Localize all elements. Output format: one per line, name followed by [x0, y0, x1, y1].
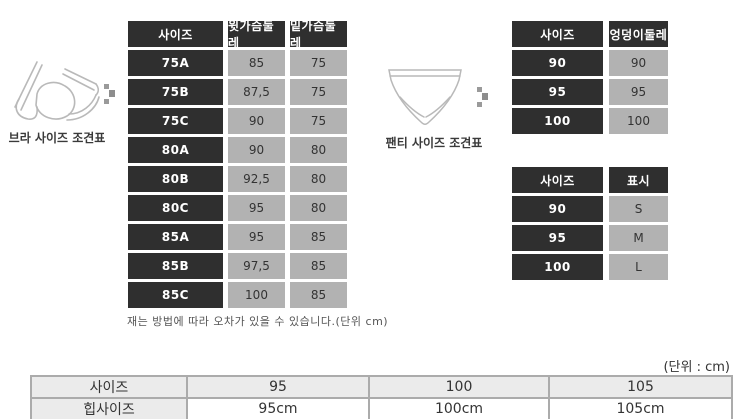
bra-size-table: 사이즈 윗가슴둘레 밑가슴둘레 75A 85 75 75B 87,5 75 75C 90 75 80A 9… [128, 19, 347, 308]
value-cell: 75 [290, 108, 347, 134]
value-cell: 80 [290, 195, 347, 221]
value-cell: 90 [228, 137, 285, 163]
value-cell: 90 [609, 50, 668, 76]
size-cell: 85A [128, 224, 223, 250]
size-cell: 75C [128, 108, 223, 134]
size-cell: 95 [512, 225, 603, 251]
value-cell: 87,5 [228, 79, 285, 105]
value-cell: 105 [548, 375, 733, 399]
size-cell: 90 [512, 50, 603, 76]
value-cell: 85 [290, 224, 347, 250]
bra-icon [14, 61, 100, 121]
size-cell: 80B [128, 166, 223, 192]
panty-icon [388, 69, 462, 125]
bra-illustration [8, 56, 104, 128]
value-cell: 95 [228, 224, 285, 250]
value-cell: 100 [228, 282, 285, 308]
size-cell: 80A [128, 137, 223, 163]
value-cell: 95 [609, 79, 668, 105]
size-cell: 75A [128, 50, 223, 76]
header-cell: 윗가슴둘레 [228, 19, 285, 50]
size-cell: 90 [512, 196, 603, 222]
header-cell: 사이즈 [512, 167, 603, 193]
value-cell: 95 [228, 195, 285, 221]
value-cell: 100 [609, 108, 668, 134]
value-cell: S [609, 196, 668, 222]
value-cell: 97,5 [228, 253, 285, 279]
value-cell: 80 [290, 137, 347, 163]
panty-label-table: 사이즈 표시 90 S 95 M 100 L [512, 167, 668, 280]
size-cell: 100 [512, 254, 603, 280]
size-cell: 75B [128, 79, 223, 105]
value-cell: 80 [290, 166, 347, 192]
hip-size-table-body: 사이즈 95 100 105 힙사이즈 95cm 100cm 105cm [30, 375, 733, 419]
value-cell: 85 [290, 253, 347, 279]
measure-note: 재는 방법에 따라 오차가 있을 수 있습니다.(단위 cm) [127, 315, 389, 328]
value-cell: 75 [290, 50, 347, 76]
unit-label: (단위 : cm) [663, 360, 730, 375]
bra-caption: 브라 사이즈 조견표 [8, 131, 106, 145]
table-row: 힙사이즈 95cm 100cm 105cm [30, 397, 733, 419]
header-cell: 사이즈 [512, 21, 603, 47]
table-row: 사이즈 95 100 105 [30, 375, 733, 399]
panty-hip-table: 사이즈 엉덩이둘레 90 90 95 95 100 100 [512, 21, 668, 134]
size-cell: 85B [128, 253, 223, 279]
value-cell: 85 [290, 282, 347, 308]
value-cell: 100cm [368, 397, 550, 419]
header-cell: 엉덩이둘레 [609, 21, 668, 47]
size-cell: 85C [128, 282, 223, 308]
size-cell: 100 [512, 108, 603, 134]
value-cell: 92,5 [228, 166, 285, 192]
value-cell: 85 [228, 50, 285, 76]
chevron-right-icon [477, 87, 491, 108]
row-header-cell: 사이즈 [30, 375, 188, 399]
size-cell: 80C [128, 195, 223, 221]
value-cell: 95 [186, 375, 370, 399]
header-cell: 사이즈 [128, 21, 223, 47]
chevron-right-icon [104, 84, 118, 105]
value-cell: 105cm [548, 397, 733, 419]
value-cell: 95cm [186, 397, 370, 419]
value-cell: M [609, 225, 668, 251]
hip-size-table: 사이즈 95 100 105 힙사이즈 95cm 100cm 105cm [30, 375, 733, 419]
panty-caption: 팬티 사이즈 조견표 [385, 136, 483, 150]
header-cell: 표시 [609, 167, 668, 193]
value-cell: 90 [228, 108, 285, 134]
header-cell: 밑가슴둘레 [290, 19, 347, 50]
value-cell: L [609, 254, 668, 280]
value-cell: 100 [368, 375, 550, 399]
size-cell: 95 [512, 79, 603, 105]
panty-illustration [385, 64, 465, 130]
row-header-cell: 힙사이즈 [30, 397, 188, 419]
value-cell: 75 [290, 79, 347, 105]
